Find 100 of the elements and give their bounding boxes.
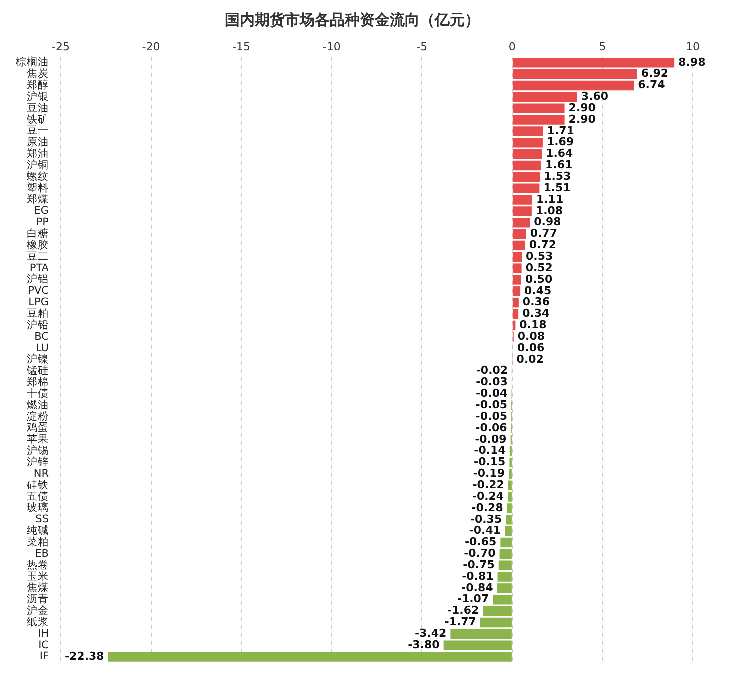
data-label: 0.77: [530, 227, 558, 240]
y-tick-label: 郑煤: [27, 194, 49, 206]
data-label: 0.34: [522, 307, 550, 320]
data-label: 6.74: [638, 78, 666, 92]
y-tick-label: 硅铁: [26, 478, 49, 492]
data-label: -3.80: [408, 638, 440, 652]
y-tick-label: EG: [34, 205, 49, 218]
y-tick-label: 锰硅: [26, 364, 49, 378]
data-label: 0.08: [518, 330, 546, 343]
data-label: 0.06: [518, 341, 545, 354]
data-label: -22.38: [64, 650, 104, 663]
y-tick-label: 玻璃: [27, 501, 49, 514]
y-tick-label: PVC: [28, 285, 49, 298]
bar: [512, 229, 526, 240]
y-tick-label: 郑油: [27, 147, 49, 160]
y-tick-label: 棕榈油: [16, 56, 49, 69]
bar: [512, 149, 542, 160]
data-label: 8.98: [678, 56, 706, 69]
x-tick-label: -20: [142, 40, 160, 54]
data-label: -0.41: [469, 524, 502, 538]
y-tick-label: 纯碱: [27, 524, 49, 538]
y-tick-label: IC: [38, 639, 49, 652]
chart-title: 国内期货市场各品种资金流向（亿元）: [225, 10, 480, 29]
data-label: -3.42: [414, 627, 447, 640]
data-label: 0.52: [526, 261, 553, 274]
y-tick-label: 螺纹: [27, 170, 49, 183]
data-label: -0.09: [475, 432, 507, 446]
data-label: 0.45: [524, 284, 552, 298]
y-tick-label: NR: [34, 468, 49, 480]
data-label: 2.90: [568, 101, 596, 114]
data-label: -0.84: [462, 581, 494, 594]
data-label: -0.28: [472, 501, 504, 514]
y-tick-label: 玉米: [27, 570, 49, 583]
y-tick-label: 鸡蛋: [26, 422, 49, 434]
y-tick-label: 沪银: [27, 90, 49, 103]
y-tick-label: 原油: [27, 136, 49, 149]
y-tick-label: 塑料: [27, 181, 49, 194]
data-label: 1.69: [546, 136, 574, 149]
y-tick-label: 燃油: [27, 398, 49, 412]
data-label: -0.70: [464, 547, 496, 560]
bar: [512, 80, 634, 91]
y-tick-label: 沪镍: [27, 352, 49, 366]
bar: [512, 160, 542, 171]
data-label: -0.19: [473, 467, 505, 480]
y-tick-label: PTA: [30, 262, 50, 274]
y-tick-label: EB: [35, 548, 49, 560]
y-tick-label: 沪金: [27, 604, 49, 618]
data-label: -1.62: [447, 604, 480, 618]
data-label: 6.92: [641, 67, 669, 80]
x-tick-label: -5: [416, 40, 428, 54]
x-tick-label: 5: [599, 40, 606, 54]
data-label: -1.77: [444, 616, 476, 629]
data-label: 0.36: [522, 296, 550, 309]
y-tick-label: 热卷: [27, 559, 49, 572]
data-label: -0.14: [474, 444, 506, 458]
y-tick-label: 铁矿: [26, 112, 49, 126]
data-label: 1.64: [546, 147, 574, 160]
data-label: 3.60: [581, 90, 609, 104]
y-tick-label: 沪铝: [27, 272, 49, 286]
bar: [509, 469, 512, 480]
data-label: -1.07: [457, 592, 490, 606]
y-tick-label: SS: [36, 514, 50, 526]
data-label: -0.75: [463, 558, 495, 572]
y-tick-label: 豆粕: [27, 308, 49, 320]
y-tick-label: 豆二: [27, 250, 49, 263]
bar: [512, 309, 519, 320]
y-tick-label: 沪锡: [27, 444, 49, 458]
y-tick-label: PP: [36, 216, 49, 229]
y-tick-label: 沪锌: [27, 456, 49, 469]
data-label: -0.05: [476, 410, 508, 423]
data-label: 1.53: [544, 170, 572, 184]
x-tick-label: -15: [232, 40, 251, 54]
data-label: 0.72: [529, 238, 557, 252]
data-label: 1.11: [536, 192, 564, 206]
bar: [512, 240, 526, 251]
data-label: 1.08: [536, 204, 564, 218]
y-tick-label: 苹果: [27, 434, 49, 446]
y-tick-label: 沥青: [27, 592, 49, 606]
data-label: -0.02: [476, 364, 508, 378]
data-label: 0.02: [516, 352, 544, 366]
data-label: 0.50: [525, 272, 553, 286]
data-label: 0.18: [520, 318, 547, 332]
data-label: 2.90: [568, 112, 596, 126]
data-label: -0.22: [472, 478, 504, 492]
data-label: 1.71: [547, 124, 574, 138]
y-tick-label: 郑醇: [27, 78, 49, 92]
bar: [480, 618, 512, 628]
x-tick-label: 10: [686, 40, 700, 54]
data-label: -0.35: [470, 512, 502, 526]
y-tick-label: 淀粉: [27, 410, 49, 423]
data-label: 1.51: [544, 181, 571, 194]
data-label: -0.03: [476, 376, 508, 389]
y-tick-label: 焦炭: [27, 67, 49, 80]
bar: [500, 538, 512, 548]
data-label: -0.24: [472, 490, 504, 503]
y-tick-label: BC: [34, 330, 49, 343]
y-tick-label: 十债: [27, 386, 49, 400]
y-tick-label: 豆油: [27, 101, 49, 114]
y-tick-label: 五债: [27, 490, 49, 503]
y-tick-label: 焦煤: [27, 582, 49, 594]
